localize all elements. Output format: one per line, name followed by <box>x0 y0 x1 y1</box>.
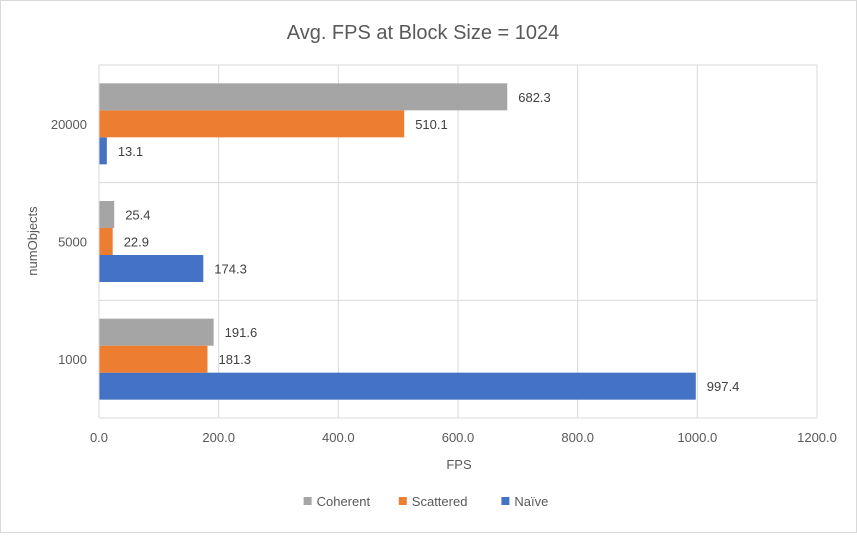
legend-swatch <box>501 497 510 505</box>
x-axis-label: FPS <box>446 457 472 472</box>
y-tick-label: 1000 <box>58 352 87 367</box>
bar <box>99 201 115 228</box>
data-label: 25.4 <box>125 208 150 223</box>
x-tick-label: 400.0 <box>322 430 355 445</box>
data-label: 191.6 <box>225 325 258 340</box>
legend: Coherent Scattered Naïve <box>303 494 548 509</box>
x-tick-label: 1000.0 <box>677 430 717 445</box>
x-tick-label: 0.0 <box>90 430 108 445</box>
bar <box>99 228 113 255</box>
x-tick-label: 600.0 <box>442 430 475 445</box>
bar <box>99 137 107 165</box>
y-tick-label: 5000 <box>58 235 87 250</box>
data-label: 997.4 <box>707 379 740 394</box>
legend-swatch <box>303 497 312 505</box>
y-tick-label: 20000 <box>51 117 87 132</box>
data-label: 13.1 <box>118 144 143 159</box>
bar <box>99 318 214 346</box>
data-label: 682.3 <box>518 90 551 105</box>
chart-title: Avg. FPS at Block Size = 1024 <box>287 22 560 44</box>
legend-swatch <box>398 497 407 505</box>
bar <box>99 372 696 400</box>
y-axis-label: numObjects <box>25 206 40 276</box>
data-label: 510.1 <box>415 117 448 132</box>
x-tick-label: 1200.0 <box>797 430 837 445</box>
bar <box>99 345 208 373</box>
x-tick-label: 200.0 <box>202 430 235 445</box>
legend-label: Coherent <box>317 494 371 509</box>
x-tick-label: 800.0 <box>561 430 594 445</box>
data-label: 22.9 <box>124 235 149 250</box>
bar <box>99 255 204 282</box>
legend-label: Naïve <box>514 494 548 509</box>
data-label: 181.3 <box>218 352 251 367</box>
bar <box>99 110 405 138</box>
bar <box>99 83 508 111</box>
legend-label: Scattered <box>412 494 468 509</box>
data-label: 174.3 <box>214 262 247 277</box>
